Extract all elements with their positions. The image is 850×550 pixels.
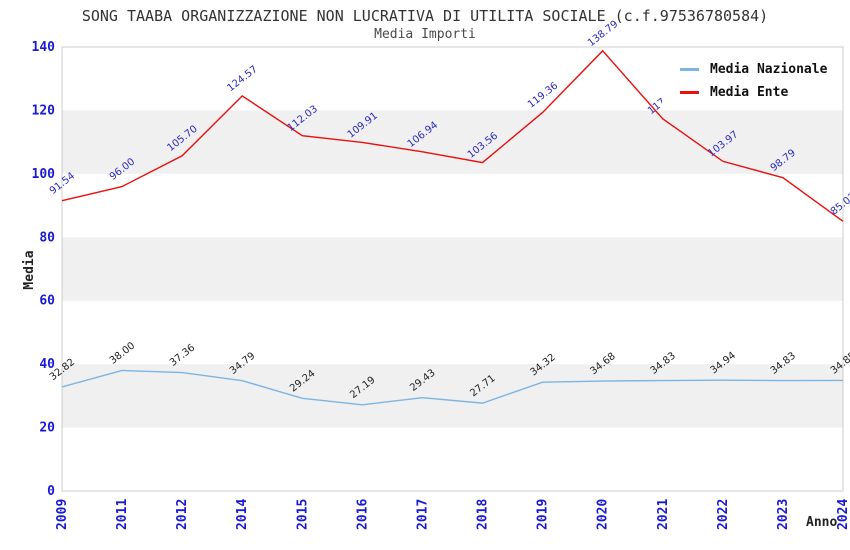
y-tick-label: 140 (32, 40, 56, 55)
media-ente-data-label: 138.79 (586, 19, 620, 49)
legend-label-media-nazionale: Media Nazionale (710, 62, 828, 77)
legend-item-media-ente: Media Ente (680, 85, 834, 100)
plot-band (62, 237, 843, 301)
media-nazionale-data-label: 34.85 (829, 350, 850, 376)
chart-title: SONG TAABA ORGANIZZAZIONE NON LUCRATIVA … (81, 7, 769, 25)
media-ente-line-swatch (680, 91, 699, 94)
legend: Media Nazionale Media Ente (662, 56, 840, 106)
x-tick-label: 2012 (175, 499, 190, 530)
x-tick-label: 2014 (235, 499, 250, 530)
y-tick-label: 0 (47, 484, 55, 499)
x-tick-label: 2020 (596, 499, 611, 530)
media-ente-data-label: 124.57 (226, 64, 260, 94)
y-tick-label: 100 (32, 167, 56, 182)
y-tick-label: 60 (39, 294, 55, 309)
x-tick-label: 2016 (355, 499, 370, 530)
media-ente-data-label: 119.36 (526, 80, 560, 110)
media-ente-line (61, 49, 844, 222)
legend-label-media-ente: Media Ente (710, 85, 789, 100)
x-tick-label: 2015 (295, 499, 310, 530)
x-axis-title: Anno (806, 515, 838, 530)
plot-band (62, 110, 843, 174)
x-tick-label: 2022 (716, 499, 731, 530)
media-ente-data-label: 85.03 (829, 191, 850, 217)
x-tick-label: 2021 (656, 499, 671, 530)
x-tick-label: 2017 (415, 499, 430, 530)
plot-border (61, 46, 844, 492)
y-axis-title: Media (22, 250, 37, 290)
media-nazionale-data-label: 38.00 (108, 340, 137, 366)
y-tick-label: 80 (39, 230, 55, 245)
y-tick-label: 20 (39, 421, 55, 436)
x-tick-label: 2011 (115, 499, 130, 530)
x-tick-label: 2023 (776, 499, 791, 530)
x-tick-label: 2009 (55, 499, 70, 530)
plot-band (62, 364, 843, 428)
media-nazionale-line-swatch (680, 68, 699, 71)
y-tick-label: 120 (32, 103, 56, 118)
x-tick-label: 2019 (536, 499, 551, 530)
x-tick-label: 2024 (836, 499, 850, 530)
legend-item-media-nazionale: Media Nazionale (680, 62, 834, 77)
x-tick-label: 2018 (476, 499, 491, 530)
media-nazionale-line (61, 369, 844, 406)
chart-subtitle: Media Importi (374, 27, 476, 42)
y-tick-label: 40 (39, 357, 55, 372)
